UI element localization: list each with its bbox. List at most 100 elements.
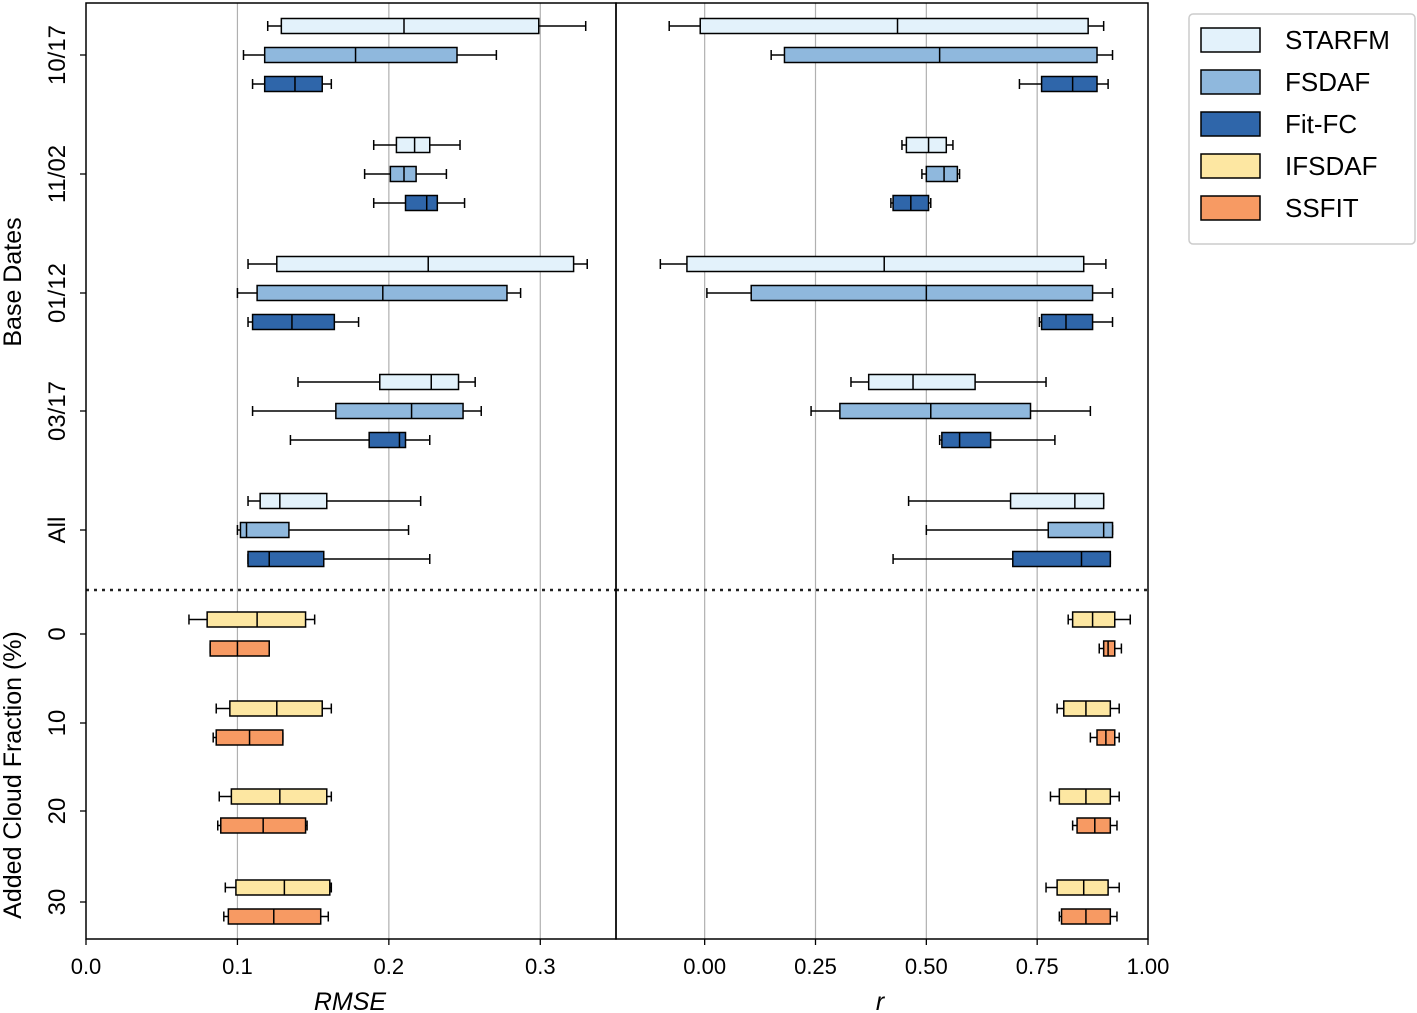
iqr-box	[389, 165, 417, 183]
y-axis-title-cloud-fraction: Added Cloud Fraction (%)	[0, 631, 27, 919]
iqr-box	[206, 611, 307, 628]
box-all-fit-fc	[892, 550, 1112, 568]
y-tick-label-03-17: 03/17	[44, 381, 71, 441]
legend-item-starfm: STARFM	[1200, 25, 1390, 55]
iqr-box	[256, 284, 508, 302]
x-tick-label: 0.1	[222, 954, 253, 979]
iqr-box	[783, 46, 1098, 64]
box-all-fsdaf	[925, 521, 1114, 539]
iqr-box	[379, 373, 460, 391]
legend-item-fit-fc: Fit-FC	[1200, 109, 1357, 139]
legend-swatch	[1200, 111, 1261, 137]
iqr-box	[1040, 313, 1094, 331]
panel-r: 0.00 0.25 0.50 0.75 1.00 r	[615, 2, 1170, 1013]
box-01-12-fit-fc	[247, 313, 360, 331]
y-axis-title-base-dates: Base Dates	[0, 217, 27, 346]
box-01-12-fit-fc	[1038, 313, 1114, 331]
y-tick-label-all: All	[44, 517, 71, 544]
iqr-box	[263, 46, 458, 64]
box-11-02-starfm	[372, 136, 461, 154]
box-10-17-fit-fc	[251, 75, 333, 93]
box-30-ifsdaf	[1045, 879, 1120, 896]
box-all-fit-fc	[247, 550, 431, 568]
legend-swatch	[1200, 69, 1261, 95]
box-03-17-fsdaf	[251, 402, 482, 420]
iqr-box	[235, 879, 331, 896]
box-01-12-fsdaf	[706, 284, 1114, 302]
box-10-17-fsdaf	[770, 46, 1114, 64]
box-01-12-starfm	[659, 255, 1107, 273]
iqr-box	[686, 255, 1085, 273]
iqr-box	[276, 255, 575, 273]
x-tick-label: 0.2	[374, 954, 405, 979]
x-tick-label: 0.25	[794, 954, 837, 979]
box-11-02-fsdaf	[921, 165, 961, 183]
panel-frame	[85, 2, 617, 940]
legend-label: SSFIT	[1285, 193, 1359, 223]
box-20-ssfit	[216, 817, 308, 834]
box-03-17-fsdaf	[810, 402, 1092, 420]
iqr-box	[263, 75, 323, 93]
legend-item-ifsdaf: IFSDAF	[1200, 151, 1377, 181]
iqr-box	[750, 284, 1094, 302]
y-axis-ticks: 10/17 11/02 01/12 03/17 All 0 10 20 30	[44, 25, 86, 915]
x-tick-label: 0.0	[71, 954, 102, 979]
iqr-box	[229, 700, 323, 717]
iqr-box	[395, 136, 431, 154]
y-tick-label-20: 20	[44, 798, 71, 825]
iqr-box	[839, 402, 1032, 420]
iqr-box	[1047, 521, 1114, 539]
legend-swatch	[1200, 195, 1261, 221]
iqr-box	[209, 640, 270, 657]
box-03-17-starfm	[850, 373, 1047, 391]
x-tick-label: 0.00	[683, 954, 726, 979]
iqr-box	[1102, 640, 1116, 657]
box-30-ifsdaf	[224, 879, 333, 896]
box-10-ssfit	[212, 729, 284, 746]
iqr-box	[1058, 788, 1112, 805]
box-20-ifsdaf	[1049, 788, 1120, 805]
panel-rmse: 0.0 0.1 0.2 0.3 RMSE	[71, 2, 617, 1013]
box-10-ssfit	[1089, 729, 1120, 746]
y-tick-label-11-02: 11/02	[44, 145, 71, 203]
iqr-box	[227, 908, 322, 925]
box-0-ifsdaf	[188, 611, 316, 628]
box-01-12-starfm	[247, 255, 588, 273]
iqr-box	[404, 194, 439, 212]
legend-swatch	[1200, 153, 1261, 179]
legend-item-ssfit: SSFIT	[1200, 193, 1359, 223]
legend: STARFM FSDAF Fit-FC IFSDAF SSFIT	[1188, 13, 1416, 245]
legend-label: Fit-FC	[1285, 109, 1357, 139]
y-tick-label-0: 0	[44, 627, 71, 640]
iqr-box	[925, 165, 959, 183]
y-tick-label-01-12: 01/12	[44, 263, 71, 323]
legend-item-fsdaf: FSDAF	[1200, 67, 1370, 97]
x-tick-label: 0.3	[525, 954, 556, 979]
box-10-17-starfm	[668, 17, 1105, 35]
box-30-ssfit	[1058, 908, 1118, 925]
box-03-17-fit-fc	[938, 431, 1056, 449]
x-tick-label: 1.00	[1127, 954, 1170, 979]
box-20-ifsdaf	[218, 788, 333, 805]
iqr-box	[230, 788, 328, 805]
iqr-box	[699, 17, 1089, 35]
box-03-17-fit-fc	[289, 431, 431, 449]
iqr-box	[1076, 817, 1112, 834]
box-03-17-starfm	[297, 373, 476, 391]
iqr-box	[1012, 550, 1112, 568]
iqr-box	[259, 492, 328, 510]
box-20-ssfit	[1071, 817, 1118, 834]
iqr-box	[1071, 611, 1116, 628]
iqr-box	[247, 550, 325, 568]
box-0-ssfit	[1098, 640, 1123, 657]
legend-label: IFSDAF	[1285, 151, 1377, 181]
box-10-17-fsdaf	[242, 46, 498, 64]
y-tick-label-10-17: 10/17	[44, 25, 71, 85]
iqr-box	[941, 431, 992, 449]
iqr-box	[251, 313, 336, 331]
iqr-box	[1040, 75, 1098, 93]
legend-swatch	[1200, 27, 1261, 53]
box-0-ifsdaf	[1067, 611, 1132, 628]
y-tick-label-10: 10	[44, 710, 71, 737]
